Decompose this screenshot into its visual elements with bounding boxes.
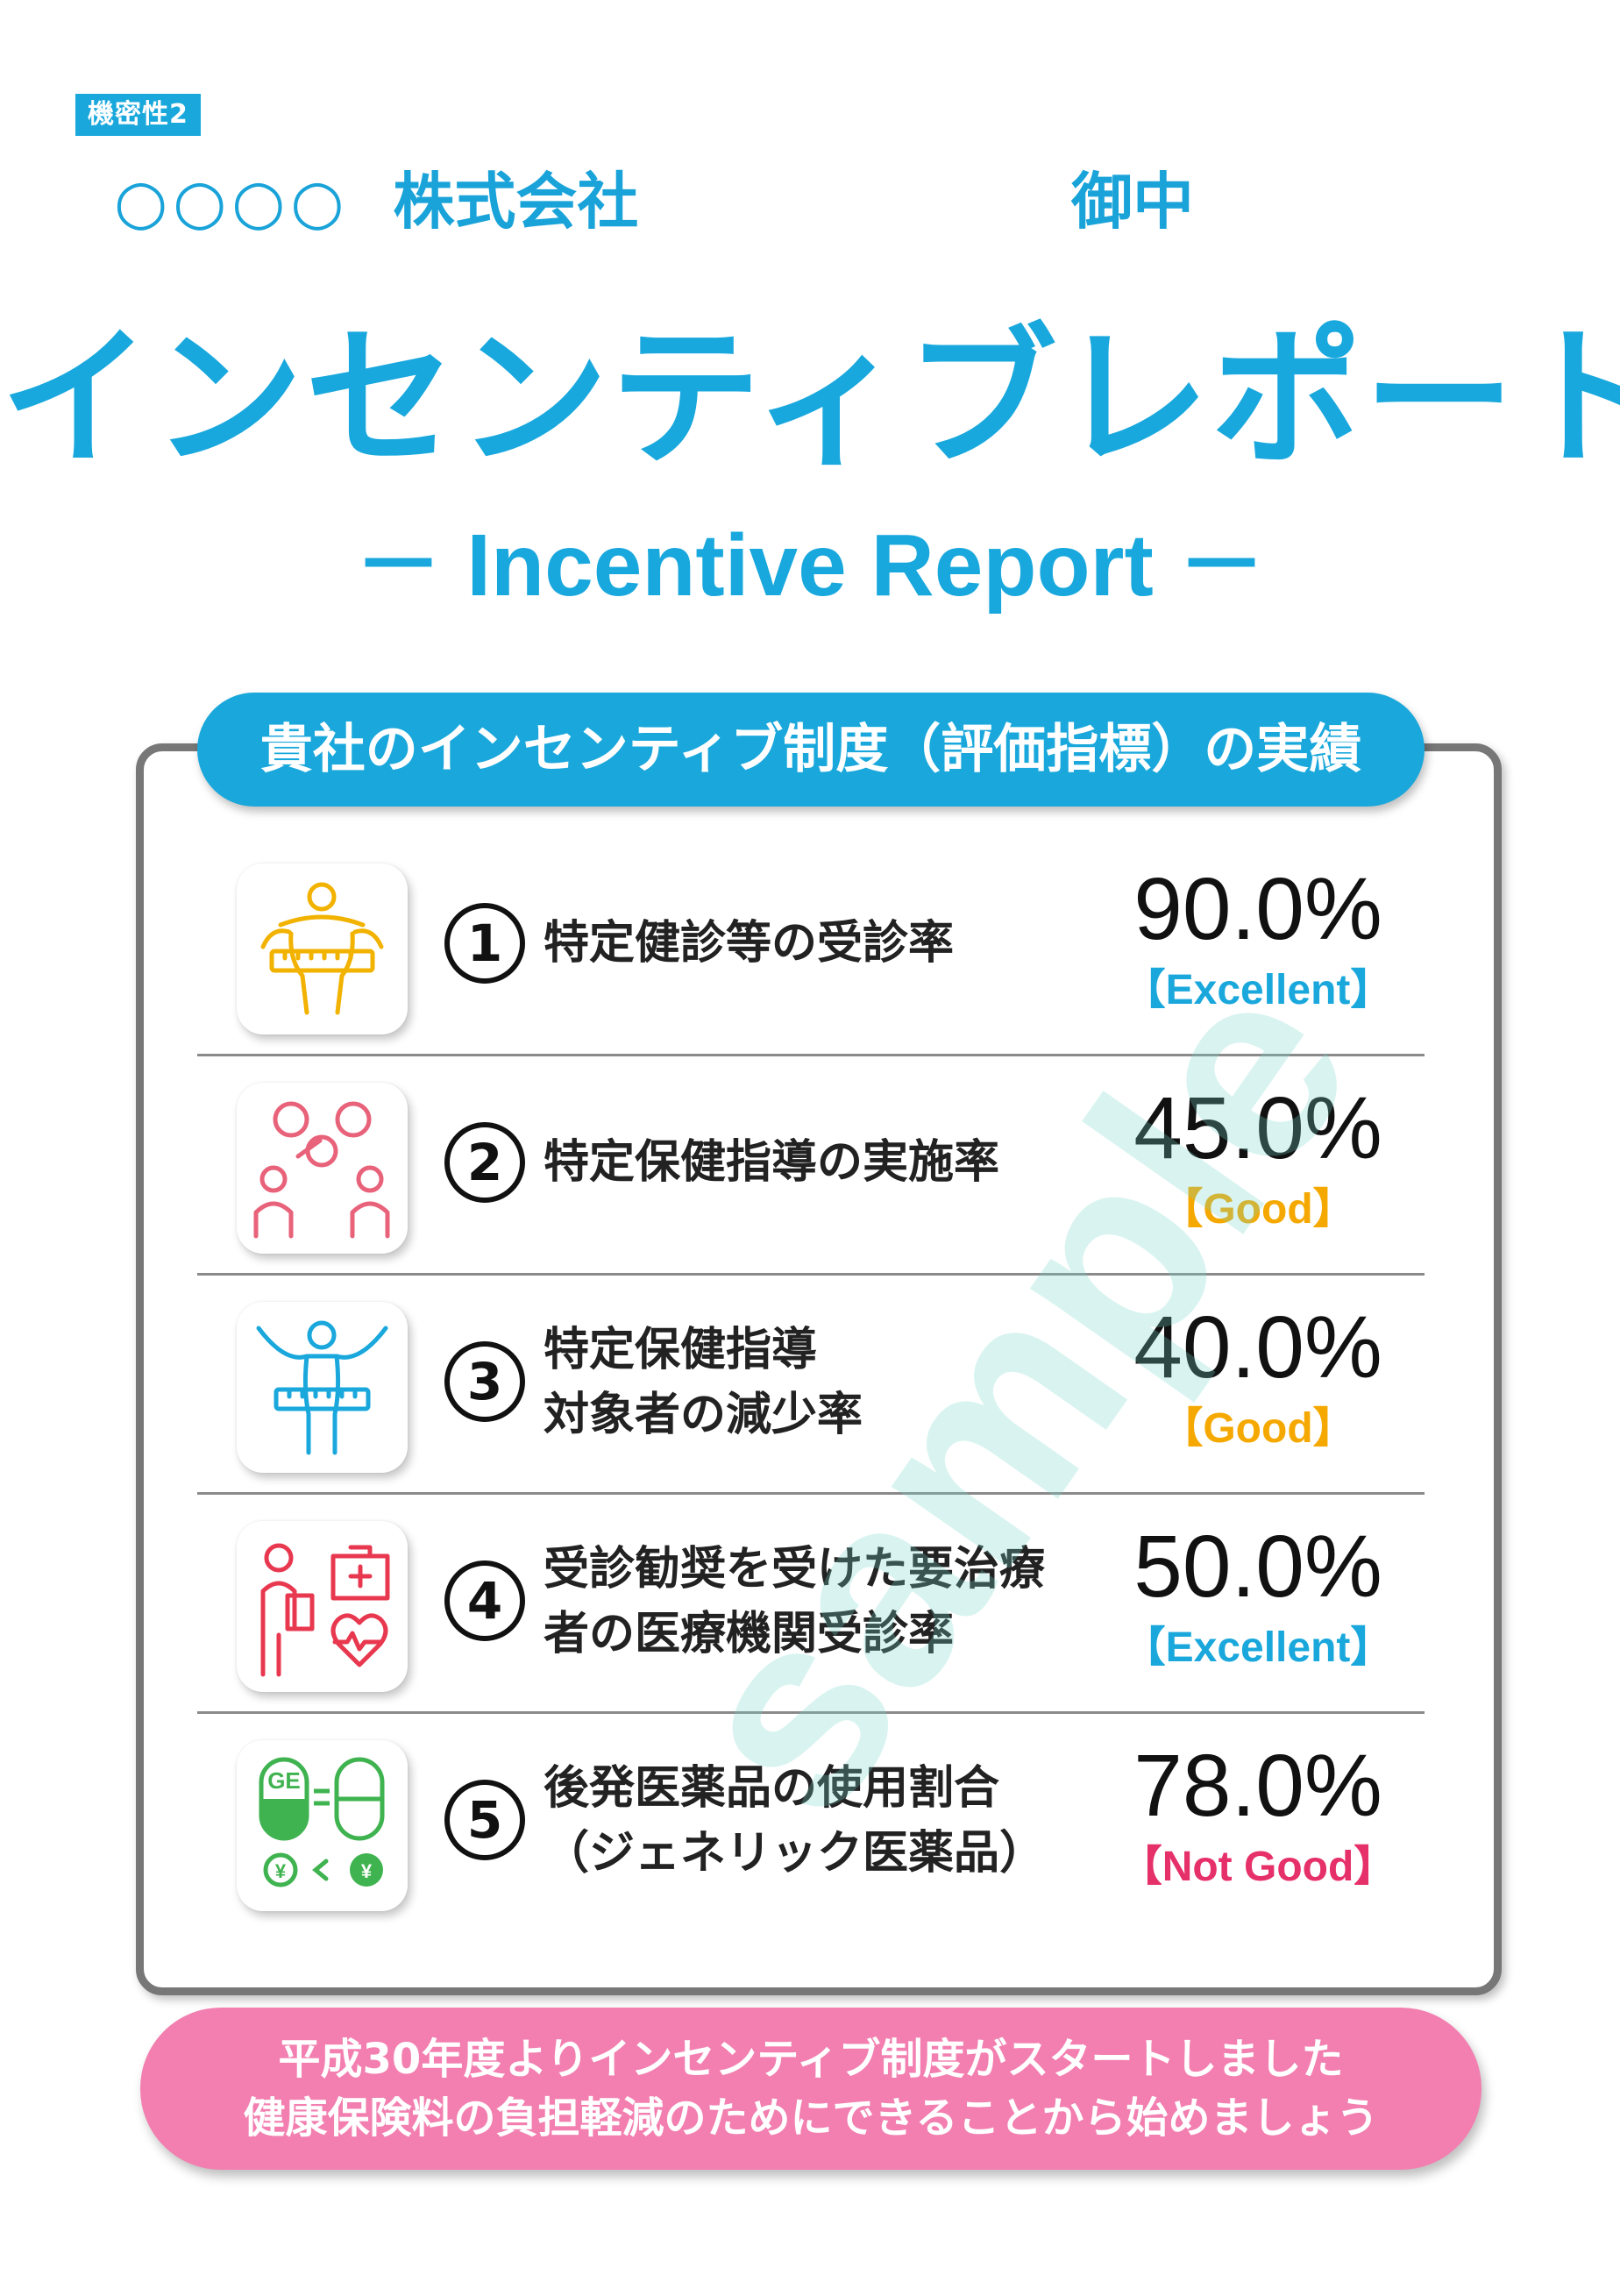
svg-text:¥: ¥ (275, 1860, 287, 1882)
metric-label-3-line2: 対象者の減少率 (544, 1389, 863, 1441)
metric-number-2: 2 (444, 1122, 525, 1203)
row-divider (197, 1711, 1425, 1714)
recipient-company: 株式会社 (393, 166, 639, 238)
metric-value-3: 40.0% (1133, 1298, 1382, 1397)
metric-value-5: 78.0% (1133, 1737, 1382, 1835)
metric-value-4: 50.0% (1133, 1518, 1382, 1616)
metric-label-3: 特定保健指導 対象者の減少率 (544, 1318, 1122, 1447)
metric-value-2: 45.0% (1133, 1079, 1382, 1177)
metric-number-1: 1 (444, 903, 525, 984)
waist-reduction-icon (237, 1302, 408, 1473)
metric-label-5-line1: 後発医薬品の使用割合 (544, 1762, 1000, 1815)
metric-row-2: 2 特定保健指導の実施率 45.0% 【Good】 (197, 1056, 1425, 1276)
recipient-placeholder: ○○○○ (114, 166, 350, 238)
svg-text:¥: ¥ (361, 1860, 373, 1882)
metric-row-3: 3 特定保健指導 対象者の減少率 40.0% 【Good】 (197, 1276, 1425, 1495)
row-divider (197, 1273, 1425, 1276)
metric-row-5: GE ¥ ¥ 5 後発医薬品の使用割合 （ジェネリック医薬品） 78.0% 【N… (197, 1714, 1425, 1933)
metric-label-4-line2: 者の医療機関受診率 (544, 1608, 955, 1660)
metric-row-4: 4 受診勧奨を受けた要治療 者の医療機関受診率 50.0% 【Excellent… (197, 1495, 1425, 1714)
metric-label-3-line1: 特定保健指導 (544, 1324, 818, 1376)
metric-number-3: 3 (444, 1341, 525, 1422)
metric-label-5-line2: （ジェネリック医薬品） (544, 1827, 1046, 1880)
row-divider (197, 1054, 1425, 1056)
row-divider (197, 1492, 1425, 1495)
hospital-visit-icon (237, 1521, 408, 1692)
generic-medicine-icon: GE ¥ ¥ (237, 1740, 408, 1911)
page-title: インセンティブレポート (0, 310, 1620, 487)
metric-rating-3: 【Good】 (1161, 1405, 1355, 1452)
metric-rating-5: 【Not Good】 (1119, 1844, 1396, 1890)
metric-row-1: 1 特定健診等の受診率 90.0% 【Excellent】 (197, 837, 1425, 1056)
metric-rating-1: 【Excellent】 (1123, 967, 1393, 1013)
metric-label-4: 受診勧奨を受けた要治療 者の医療機関受診率 (544, 1537, 1122, 1667)
page-subtitle: － Incentive Report － (354, 516, 1266, 615)
recipient-name: ○○○○ 株式会社 (114, 167, 638, 237)
metric-number-4: 4 (444, 1560, 525, 1641)
confidentiality-tag: 機密性2 (75, 94, 201, 136)
metric-label-5: 後発医薬品の使用割合 （ジェネリック医薬品） (544, 1756, 1122, 1886)
honorific: 御中 (1071, 166, 1194, 238)
waist-measure-icon (237, 864, 408, 1034)
svg-text:GE: GE (267, 1767, 301, 1794)
metric-label-2: 特定保健指導の実施率 (544, 1136, 1000, 1189)
footer-line-2: 健康保険料の負担軽減のためにできることから始めましょう (243, 2093, 1379, 2143)
metric-rating-2: 【Good】 (1161, 1186, 1355, 1233)
metric-value-1: 90.0% (1133, 860, 1382, 958)
footer-line-1: 平成30年度よりインセンティブ制度がスタートしました (278, 2035, 1344, 2084)
metric-rating-4: 【Excellent】 (1123, 1624, 1393, 1671)
metric-label-4-line1: 受診勧奨を受けた要治療 (544, 1543, 1046, 1596)
metric-number-5: 5 (444, 1780, 525, 1860)
results-panel-header: 貴社のインセンティブ制度（評価指標）の実績 (197, 693, 1425, 807)
metric-label-1: 特定健診等の受診率 (544, 917, 955, 970)
health-consultation-icon (237, 1083, 408, 1254)
footer-banner: 平成30年度よりインセンティブ制度がスタートしました 健康保険料の負担軽減のため… (140, 2008, 1481, 2170)
